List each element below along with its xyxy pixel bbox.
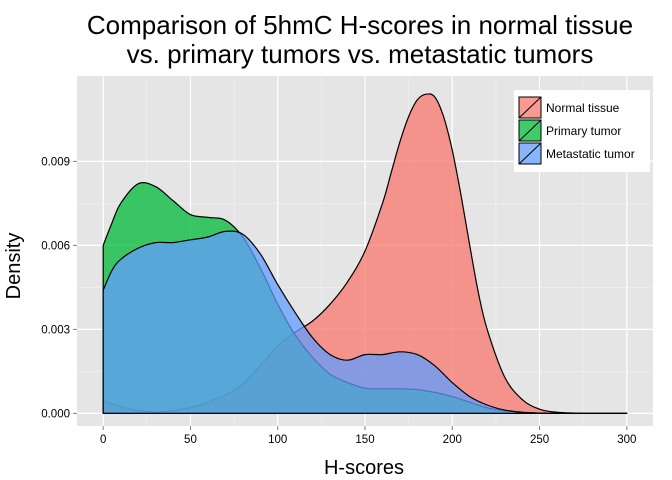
legend-key-slash (518, 119, 542, 142)
chart-title-line1: Comparison of 5hmC H-scores in normal ti… (87, 10, 633, 40)
density-areas (102, 93, 628, 415)
x-tick-label: 50 (184, 434, 197, 446)
density-area-metastatic-tumor (102, 230, 628, 415)
x-tick-label: 300 (617, 434, 636, 446)
legend-key-slash (518, 142, 542, 165)
y-tick-label: 0.003 (41, 324, 70, 336)
y-tick-label: 0.009 (41, 156, 70, 168)
x-axis-title: H-scores (324, 457, 404, 479)
axis-ticks: 0 50 100 150 200 250 300 0.000 0.003 0.006 0.009 (41, 156, 636, 446)
legend: Normal tissue Primary tumor Metastatic tum… (514, 90, 650, 172)
y-axis-title: Density (3, 233, 25, 300)
legend-label-metastatic-tumor: Metastatic tumor (546, 147, 635, 161)
x-tick-label: 100 (268, 434, 287, 446)
legend-label-primary-tumor: Primary tumor (546, 124, 621, 138)
y-tick-label: 0.000 (41, 408, 70, 420)
x-tick-label: 200 (443, 434, 462, 446)
x-tick-label: 150 (355, 434, 374, 446)
x-tick-label: 0 (100, 434, 106, 446)
chart-title-line2: vs. primary tumors vs. metastatic tumors (127, 39, 594, 69)
legend-key-slash (518, 96, 542, 119)
y-tick-label: 0.006 (41, 240, 70, 252)
legend-label-normal-tissue: Normal tissue (546, 101, 620, 115)
x-tick-label: 250 (530, 434, 549, 446)
